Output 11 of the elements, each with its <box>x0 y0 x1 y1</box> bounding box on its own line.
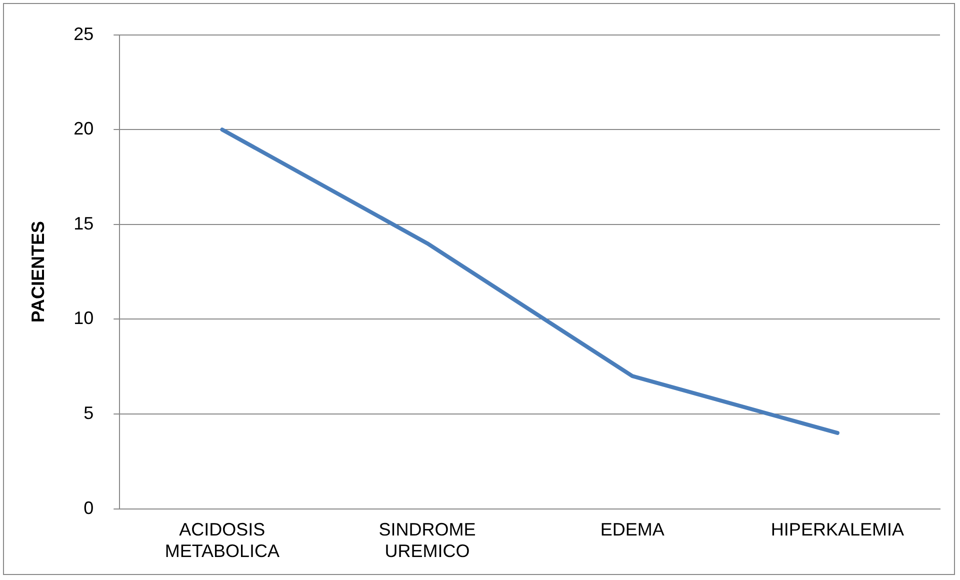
y-tick-label: 25 <box>74 24 94 44</box>
y-tick-label: 20 <box>74 118 94 139</box>
x-tick-label: EDEMA <box>600 520 664 540</box>
y-tick-label: 5 <box>84 402 94 423</box>
x-tick-label: SINDROME UREMICO <box>378 520 476 562</box>
y-tick-label: 0 <box>84 498 94 518</box>
y-tick-label: 15 <box>74 213 94 234</box>
y-tick-label: 10 <box>74 308 94 328</box>
x-tick-label: ACIDOSIS METABOLICA <box>164 520 280 562</box>
y-axis-title: PACIENTES <box>28 220 48 323</box>
x-tick-label: HIPERKALEMIA <box>770 520 904 540</box>
